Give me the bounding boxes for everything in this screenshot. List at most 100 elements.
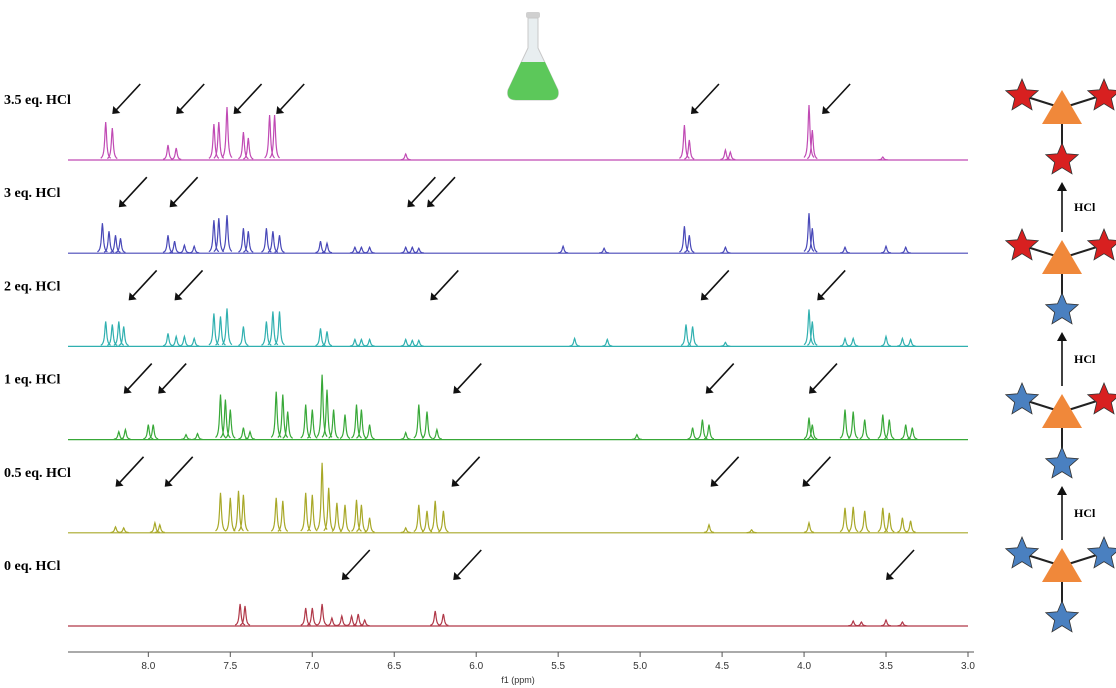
arrow-head (453, 572, 462, 580)
peak (430, 610, 441, 626)
arrow-head (710, 478, 719, 487)
peak (243, 231, 254, 253)
peak (803, 520, 815, 533)
peak (806, 129, 818, 160)
peak (421, 411, 433, 439)
peak (807, 228, 818, 253)
star-icon (1044, 141, 1080, 175)
peak (307, 607, 318, 626)
peak (221, 106, 233, 158)
peak (687, 427, 698, 440)
arrow-head (407, 199, 416, 208)
peak (725, 150, 736, 161)
arrow-head (453, 385, 462, 394)
star-icon (1044, 291, 1080, 325)
flask-liquid (507, 62, 559, 100)
x-tick-label: 8.0 (141, 661, 155, 672)
x-tick-label: 7.0 (305, 661, 319, 672)
triangle-core (1042, 394, 1082, 428)
peak (429, 500, 441, 532)
annotation-arrow (888, 549, 915, 578)
peak (859, 419, 870, 440)
peak (848, 336, 859, 347)
peak (413, 339, 424, 347)
peak (353, 613, 364, 626)
peak (100, 321, 111, 346)
reaction-label: HCl (1074, 200, 1096, 214)
annotation-arrow (344, 549, 371, 578)
peak (703, 523, 715, 533)
peak (847, 411, 859, 439)
arrow-head (1057, 182, 1067, 191)
spectrum (68, 176, 968, 254)
peak (282, 411, 294, 439)
peak (238, 228, 249, 253)
peak (321, 241, 333, 254)
triangle-core (1042, 548, 1082, 582)
star-icon (1004, 227, 1040, 261)
x-tick-label: 3.5 (879, 661, 893, 672)
x-tick-label: 3.0 (961, 661, 975, 672)
annotation-arrow (811, 363, 838, 392)
peak (339, 414, 351, 439)
peak (238, 131, 249, 160)
peak (328, 409, 339, 439)
peak (192, 432, 203, 440)
annotation-arrow (176, 269, 204, 298)
peak (321, 331, 333, 347)
peak (143, 424, 154, 440)
peak (274, 235, 285, 253)
peak (270, 497, 282, 532)
x-tick-label: 6.0 (469, 661, 483, 672)
peak (438, 510, 449, 533)
peak (884, 419, 895, 440)
peak (684, 235, 695, 253)
peak (118, 526, 129, 534)
peak (897, 336, 908, 347)
peak (316, 462, 328, 530)
peak (149, 520, 161, 533)
annotation-arrow (409, 176, 436, 205)
peak (720, 245, 731, 254)
peak (884, 512, 895, 533)
peak (148, 424, 159, 440)
peak (162, 333, 174, 347)
peak (120, 427, 131, 440)
peak (171, 147, 182, 160)
peak (364, 424, 375, 440)
peak (100, 121, 112, 159)
flask-neck-rim (526, 12, 540, 18)
peak (602, 337, 613, 347)
peak (219, 399, 231, 439)
peak (364, 245, 375, 254)
peak (233, 490, 244, 532)
peak (221, 308, 233, 346)
peak (224, 497, 236, 532)
reaction-label: HCl (1074, 506, 1096, 520)
peak (364, 517, 375, 533)
peak (215, 492, 226, 532)
peak (413, 246, 424, 254)
peak (169, 241, 180, 254)
peak (856, 620, 867, 627)
peak (413, 404, 425, 439)
peak (720, 147, 731, 161)
spectrum (68, 456, 968, 534)
peak (847, 506, 859, 533)
peak (880, 244, 892, 254)
peak (179, 243, 190, 254)
arrow-head (233, 106, 242, 114)
peak (261, 321, 272, 346)
spectrum (68, 269, 968, 347)
triangle-core (1042, 90, 1082, 124)
annotation-arrow (432, 269, 459, 298)
star-icon (1044, 599, 1080, 633)
peak (421, 510, 433, 533)
x-axis-label: f1 (ppm) (501, 675, 535, 685)
peak (897, 517, 908, 533)
arrow-head (822, 106, 831, 114)
peak (323, 487, 335, 532)
x-tick-label: 4.0 (797, 661, 811, 672)
peak (162, 235, 174, 253)
annotation-arrow (708, 363, 735, 392)
